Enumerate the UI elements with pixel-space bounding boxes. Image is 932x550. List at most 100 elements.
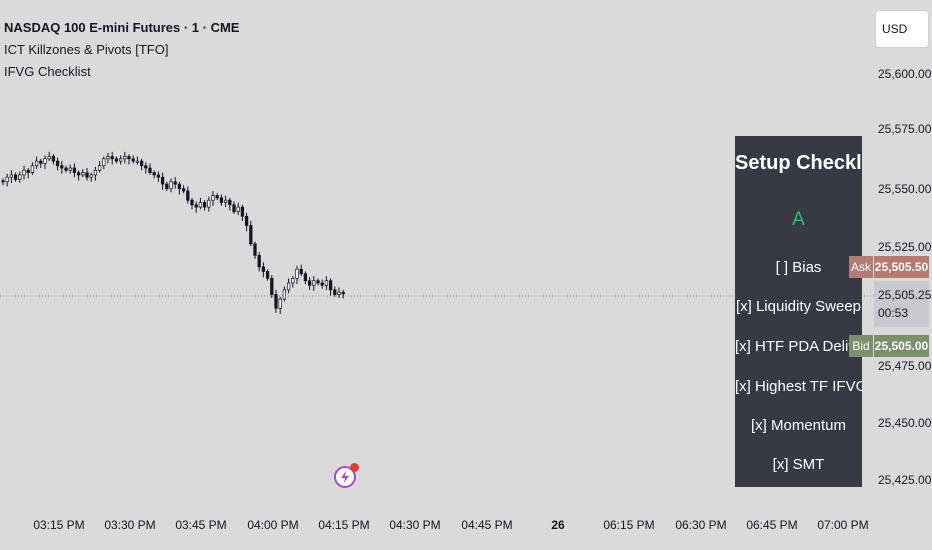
time-tick: 06:45 PM [746,518,798,532]
indicator-ifvg-checklist[interactable]: IFVG Checklist [4,64,91,79]
bid-label: Bid [849,335,873,357]
candle-body [333,289,337,295]
candle-body [89,174,93,178]
candle-body [274,294,278,309]
bar-countdown: 00:53 [878,306,909,320]
checklist-item: [x] HTF PDA Delivery [735,338,862,355]
time-tick: 03:45 PM [175,518,227,532]
candle-body [43,158,47,164]
checklist-item: [x] Highest TF IFVG [735,378,862,395]
candle-body [131,158,135,162]
candle-body [236,206,240,213]
candle-body [219,197,224,203]
candle-body [60,165,64,169]
candle-body [265,271,270,279]
candle-body [169,181,173,190]
candle-body [253,243,257,256]
candle-body [337,291,341,295]
candle-body [68,167,72,171]
last-price: 25,505.25 [878,288,932,302]
candle-body [76,172,81,176]
ask-label: Ask [849,256,873,278]
price-tick: 25,525.00 [878,240,932,254]
candle-body [207,199,211,208]
time-tick: 07:00 PM [817,518,869,532]
candle-body [181,188,186,192]
candle-body [13,174,18,180]
candle-body [81,172,85,176]
candle-body [93,169,98,176]
candle-body [320,282,324,286]
bid-price[interactable]: 25,505.00 [874,335,929,357]
candle-body [295,268,299,279]
checklist-item: [x] SMT [772,456,825,473]
candle-body [286,282,291,291]
candle-body [118,158,123,162]
candle-body [211,195,215,201]
time-tick: 03:15 PM [33,518,85,532]
candle-body [39,160,43,164]
notification-dot [350,463,359,472]
candle-body [152,172,156,176]
candle-body [324,280,329,286]
candle-body [127,156,131,160]
candle-body [223,199,228,203]
price-tick: 25,425.00 [878,473,932,487]
candle-body [312,280,316,286]
candle-body [307,280,312,286]
candle-body [228,199,232,206]
candle-body [261,266,266,272]
price-tick: 25,600.00 [878,67,932,81]
checklist-title: Setup Checklist [735,152,862,174]
candle-body [299,268,303,275]
price-tick: 25,575.00 [878,122,932,136]
currency-button[interactable]: USD [875,10,929,48]
candle-body [102,158,106,167]
candle-body [257,255,261,268]
candle-body [282,289,287,300]
candle-body [177,183,182,190]
price-tick: 25,450.00 [878,416,932,430]
candle-body [202,202,207,208]
candle-body [165,183,169,190]
candle-body [148,167,152,173]
candle-body [55,160,60,167]
candle-body [1,180,5,183]
candle-body [240,206,245,217]
checklist-item: [x] Momentum [750,417,847,434]
symbol-title[interactable]: NASDAQ 100 E-mini Futures · 1 · CME [4,20,240,35]
candle-body [123,156,127,160]
candle-body [85,172,89,178]
candle-body [215,195,219,199]
candle-body [97,165,102,171]
time-tick: 06:15 PM [603,518,655,532]
ask-price[interactable]: 25,505.50 [874,256,929,278]
checklist-item: [ ] Bias [775,259,822,276]
time-tick: 04:30 PM [389,518,441,532]
candle-body [30,165,35,173]
candle-body [139,160,144,167]
candle-body [22,169,26,176]
candle-body [316,280,320,284]
candle-body [249,225,253,245]
time-tick: 04:45 PM [461,518,513,532]
candle-body [291,278,295,284]
candle-body [5,176,9,183]
candle-body [194,204,198,208]
indicator-killzones[interactable]: ICT Killzones & Pivots [TFO] [4,42,169,57]
candle-body [232,204,236,213]
candle-body [34,160,39,167]
candle-body [110,156,114,160]
candle-body [244,215,249,226]
last-price-box: 25,505.25 00:53 [874,281,932,327]
candle-body [114,158,119,162]
checklist-item: [x] Liquidity Sweep [735,298,862,315]
setup-checklist-panel: Setup Checklist A [ ] Bias [x] Liquidity… [735,136,862,487]
candle-body [72,167,77,173]
lightning-icon [341,471,349,483]
candle-body [303,273,308,282]
candle-body [173,181,177,185]
candle-body [18,174,22,180]
flash-event-button[interactable] [334,466,356,488]
